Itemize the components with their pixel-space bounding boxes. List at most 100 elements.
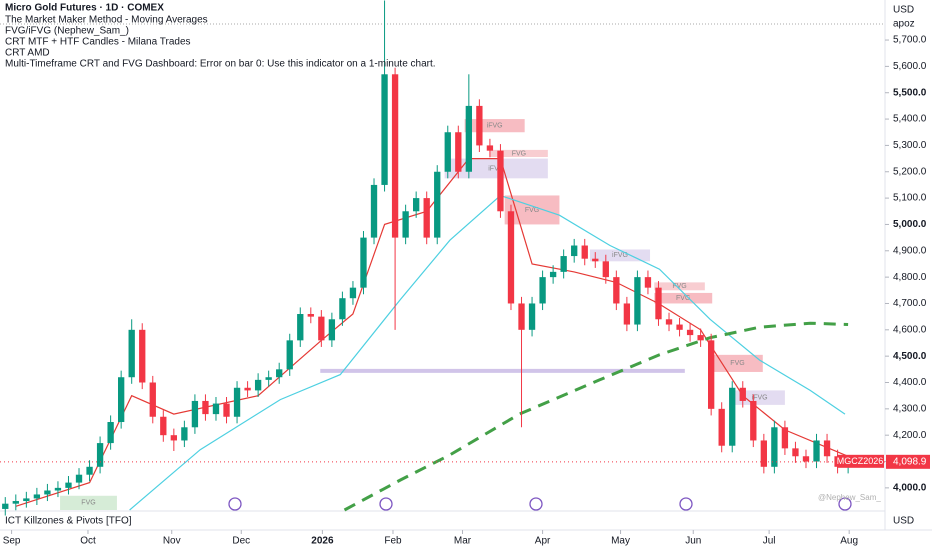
candle-body <box>254 379 262 391</box>
candle-body <box>655 287 662 320</box>
candle-body <box>307 314 314 317</box>
candle-body <box>476 105 483 146</box>
candle-body <box>665 319 673 325</box>
candle-body <box>686 329 694 336</box>
zone-label: FVG <box>525 207 539 214</box>
candle-body <box>644 277 652 288</box>
candle-body <box>434 171 441 238</box>
candle-body <box>370 184 378 238</box>
x-tick-label: May <box>611 536 630 547</box>
last-price-label: 4,098.9 <box>893 456 927 467</box>
y-tick-label: 5,400.0 <box>893 114 927 125</box>
candle-body <box>160 416 167 436</box>
candle-body <box>771 427 778 467</box>
candle-body <box>381 74 388 185</box>
y-tick-label: 5,500.0 <box>893 87 927 98</box>
chart-title: Micro Gold Futures · 1D · COMEX <box>5 3 164 14</box>
candle-body <box>539 277 546 304</box>
candle-body <box>149 382 156 417</box>
candle-body <box>507 211 515 304</box>
y-tick-label: 4,500.0 <box>893 351 927 362</box>
zone-label: iFVG <box>752 394 768 401</box>
y-tick-label: 4,600.0 <box>893 324 927 335</box>
y-tick-label: 5,200.0 <box>893 166 927 177</box>
candle-body <box>44 490 51 495</box>
icon <box>838 497 852 511</box>
candle-body <box>592 258 599 262</box>
y-tick-label: 4,300.0 <box>893 403 927 414</box>
candle-body <box>75 474 83 483</box>
candle-body <box>54 487 62 491</box>
x-tick-label: Oct <box>80 536 96 547</box>
candle-body <box>571 245 578 257</box>
candle-body <box>265 377 272 380</box>
candle-body <box>623 303 631 325</box>
candle-body <box>402 211 409 238</box>
y-tick-label: 5,100.0 <box>893 193 927 204</box>
currency: USD <box>893 5 914 16</box>
x-tick-label: Jun <box>685 536 701 547</box>
candle-body <box>86 466 93 475</box>
plot-area: iFVG FVG iFVG FVG iFVG FVG FVG FVG iFVG FVG <box>2 0 852 516</box>
last-price-tag-bg <box>886 454 930 469</box>
icon <box>379 497 393 511</box>
candle-body <box>413 198 420 212</box>
zone-label: iFVG <box>612 252 628 259</box>
y-tick-label: 4,700.0 <box>893 298 927 309</box>
candle-body <box>65 482 72 488</box>
icon <box>228 497 242 511</box>
candle-body <box>718 408 725 446</box>
candle-body <box>486 145 494 151</box>
moving-average <box>129 194 846 511</box>
candle-body <box>33 494 41 499</box>
y-tick-label: 4,200.0 <box>893 430 927 441</box>
candle-body <box>760 440 767 467</box>
candle-body <box>391 74 399 238</box>
fvg-zone <box>489 149 548 158</box>
candle-body <box>676 324 683 330</box>
candle-body <box>23 498 30 502</box>
candle-body <box>191 400 199 428</box>
moving-average <box>343 321 849 512</box>
watermark: @Nephew_Sam_ <box>818 493 881 502</box>
zone-label: FVG <box>81 500 95 507</box>
x-tick-label: Nov <box>163 536 181 547</box>
candle-body <box>802 456 810 462</box>
candle-body <box>549 271 557 278</box>
candle-body <box>697 335 704 341</box>
indicator: CRT AMD <box>5 48 50 59</box>
icon <box>679 497 693 511</box>
candle-body <box>634 277 641 325</box>
candle-body <box>739 387 746 401</box>
candle-body <box>244 387 251 391</box>
zone-label: FVG <box>512 150 526 157</box>
candle-body <box>823 440 831 457</box>
candle-body <box>602 261 609 278</box>
candle-body <box>613 277 620 304</box>
x-tick-label: Jul <box>763 536 776 547</box>
candle-body <box>318 316 325 341</box>
candle-body <box>107 422 114 444</box>
icon <box>529 497 543 511</box>
candle-body <box>297 314 304 341</box>
candle-body <box>528 303 536 330</box>
candle-body <box>139 329 146 383</box>
candle-body <box>444 132 451 172</box>
fvg-zone <box>654 292 713 304</box>
x-tick-label: Sep <box>3 536 21 547</box>
x-tick-label: Apr <box>535 536 551 547</box>
scale-note: apoz <box>893 19 915 30</box>
candle-body <box>223 403 230 417</box>
candle-body <box>128 329 135 378</box>
fvg-zone <box>60 495 117 510</box>
indicator: Multi-Timeframe CRT and FVG Dashboard: E… <box>5 59 436 70</box>
x-tick-label: Feb <box>384 536 402 547</box>
zone-label: FVG <box>676 295 690 302</box>
y-tick-label: 4,900.0 <box>893 245 927 256</box>
candle-body <box>170 435 177 441</box>
candle-body <box>2 503 9 509</box>
x-tick-label: Mar <box>454 536 472 547</box>
y-tick-label: 5,000.0 <box>893 219 927 230</box>
